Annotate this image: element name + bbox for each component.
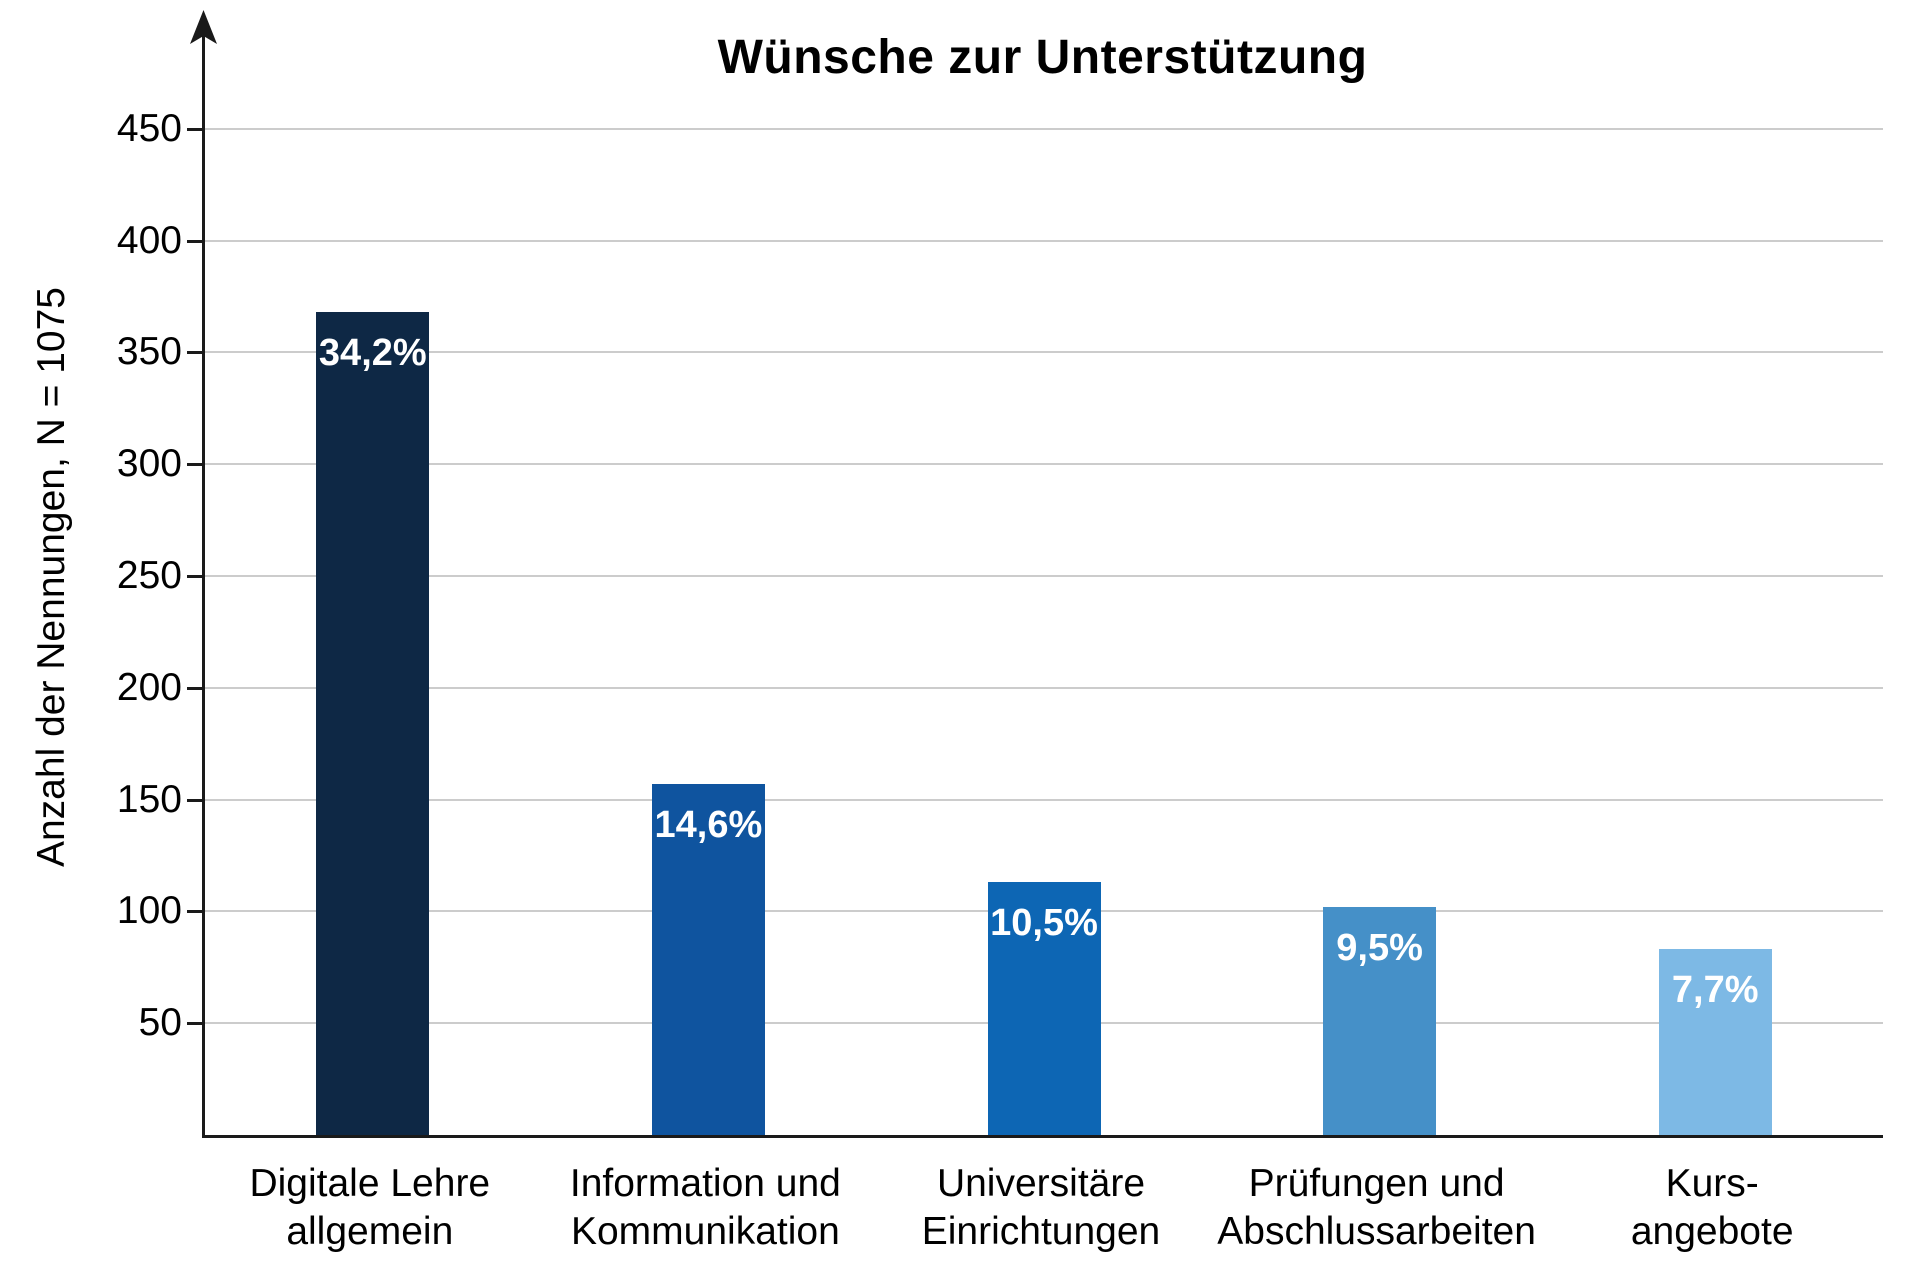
y-axis-tick	[187, 574, 202, 578]
y-axis-tick	[187, 239, 202, 243]
x-axis-category-label: Digitale Lehre allgemein	[249, 1162, 491, 1253]
bar-value-label: 14,6%	[654, 803, 763, 846]
gridline	[205, 798, 1883, 801]
gridline	[205, 351, 1883, 354]
gridline	[205, 463, 1883, 466]
bar-5: 7,7%	[1658, 949, 1772, 1135]
x-axis-category-label: Prüfungen und Abschlussarbeiten	[1217, 1162, 1536, 1253]
gridline	[205, 127, 1883, 130]
y-axis-tick	[187, 463, 202, 467]
bar-value-label: 9,5%	[1336, 926, 1423, 969]
y-axis-tick	[187, 1022, 202, 1026]
bar-2: 14,6%	[651, 783, 765, 1135]
y-axis-tick-label: 400	[116, 218, 182, 262]
y-axis-tick	[187, 910, 202, 914]
y-axis-tick-label: 300	[116, 442, 182, 486]
y-axis-tick	[187, 351, 202, 355]
y-axis-tick-label: 150	[116, 777, 182, 821]
gridline	[205, 239, 1883, 242]
y-axis-line	[202, 28, 205, 58]
bar-1: 34,2%	[316, 312, 430, 1135]
x-axis-category-label: Kurs- angebote	[1630, 1162, 1794, 1253]
y-axis-tick	[187, 127, 202, 131]
bar-value-label: 34,2%	[318, 332, 427, 375]
y-axis-tick-label: 50	[138, 1001, 182, 1045]
y-axis-tick-label: 100	[116, 889, 182, 933]
chart-title: Wünsche zur Unterstützung	[717, 31, 1368, 84]
bar-value-label: 7,7%	[1671, 969, 1759, 1012]
y-axis-tick-label: 450	[116, 106, 182, 150]
y-axis-tick-label: 250	[116, 553, 182, 597]
bar-4: 9,5%	[1323, 906, 1437, 1135]
bar-3: 10,5%	[987, 882, 1101, 1135]
plot-area: 34,2% 14,6% 10,5% 9,5% 7,7%	[202, 55, 1883, 1138]
bar-value-label: 10,5%	[990, 902, 1098, 945]
y-axis-arrow-icon	[190, 10, 217, 44]
x-axis-category-label: Information und Kommunikation	[569, 1162, 841, 1253]
y-axis-tick	[187, 686, 202, 690]
y-axis-tick-label: 350	[116, 330, 182, 374]
gridline	[205, 575, 1883, 577]
y-axis-tick-label: 200	[116, 665, 182, 709]
x-axis-category-label: Universitäre Einrichtungen	[921, 1162, 1161, 1253]
y-axis-tick	[187, 798, 202, 802]
gridline	[205, 686, 1883, 689]
